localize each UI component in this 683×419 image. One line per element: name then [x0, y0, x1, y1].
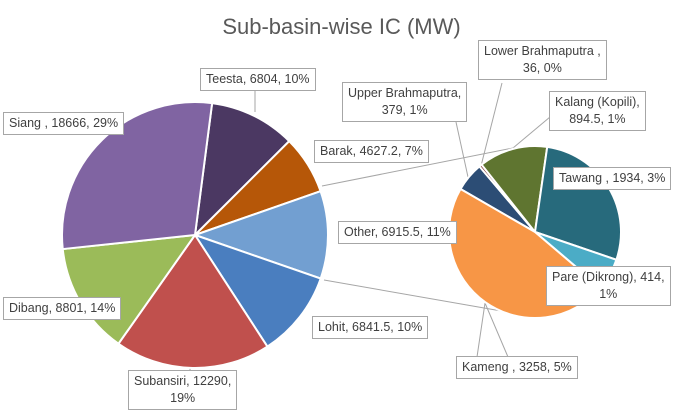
label-line: Upper Brahmaputra,	[348, 86, 462, 100]
data-label-pare: Pare (Dikrong), 414, 1%	[546, 266, 671, 306]
data-label-lohit: Lohit, 6841.5, 10%	[312, 316, 429, 339]
slice-subansiri	[117, 233, 269, 369]
slice-siang	[61, 101, 214, 251]
label-line: Lower Brahmaputra ,	[484, 44, 601, 58]
label-line: 19%	[170, 391, 196, 405]
label-line: 36, 0%	[522, 61, 562, 75]
data-label-teesta: Teesta, 6804, 10%	[200, 68, 316, 91]
data-label-other: Other, 6915.5, 11%	[338, 221, 457, 244]
data-label-kalang: Kalang (Kopili), 894.5, 1%	[549, 91, 646, 131]
label-line: 1%	[599, 287, 618, 301]
label-line: Pare (Dikrong), 414,	[552, 270, 665, 284]
data-label-subansiri: Subansiri, 12290, 19%	[128, 370, 238, 410]
data-label-barak: Barak, 4627.2, 7%	[314, 140, 429, 163]
leader-kalang	[512, 116, 551, 149]
series-line-bottom	[323, 279, 508, 313]
leader-lower	[480, 82, 503, 167]
label-line: Subansiri, 12290,	[134, 374, 232, 388]
slice-other	[191, 189, 329, 280]
data-label-tawang: Tawang , 1934, 3%	[553, 167, 672, 190]
slice-lohit	[192, 233, 322, 348]
slice-kalang-kopili	[480, 145, 549, 235]
leader-upper	[455, 121, 469, 178]
chart-title: Sub-basin-wise IC (MW)	[222, 14, 461, 39]
label-line: Kalang (Kopili),	[555, 95, 640, 109]
data-label-dibang: Dibang, 8801, 14%	[3, 297, 122, 320]
data-label-kameng: Kameng , 3258, 5%	[456, 356, 578, 379]
data-label-siang: Siang , 18666, 29%	[3, 112, 125, 135]
label-line: 894.5, 1%	[569, 112, 626, 126]
series-line-top	[321, 147, 514, 187]
data-label-upper-brahmaputra: Upper Brahmaputra, 379, 1%	[342, 82, 468, 122]
data-label-lower-brahmaputra: Lower Brahmaputra , 36, 0%	[478, 40, 607, 80]
label-line: 379, 1%	[381, 103, 428, 117]
slice-teesta	[193, 101, 291, 238]
